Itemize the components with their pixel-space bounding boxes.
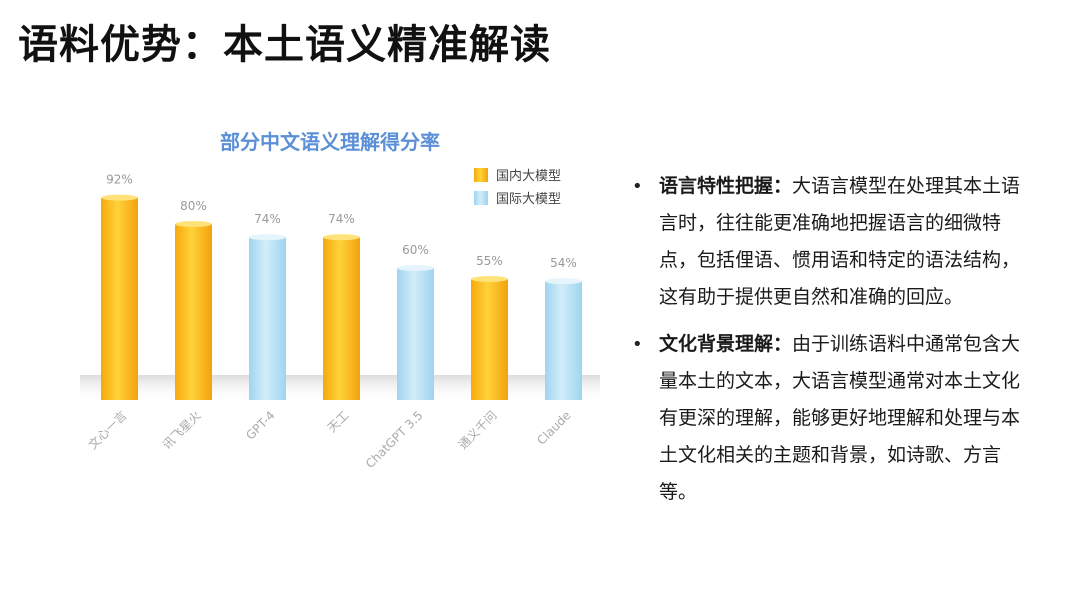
bar-cap-6	[545, 278, 582, 285]
bullet-text: 由于训练语料中通常包含大量本土的文本，大语言模型通常对本土文化有更深的理解，能够…	[659, 333, 1021, 503]
bar-cap-4	[397, 265, 434, 271]
legend-label-domestic: 国内大模型	[496, 168, 561, 184]
data-label-4: 60%	[402, 243, 429, 257]
bar-cap-1	[175, 221, 212, 227]
bar-cap-3	[323, 234, 360, 241]
x-tick-label-3: 天工	[325, 408, 352, 435]
bar-cap-5	[471, 276, 508, 282]
legend-label-international: 国际大模型	[496, 192, 561, 207]
bar-0	[101, 197, 138, 400]
bullet-text: 大语言模型在处理其本土语言时，往往能更准确地把握语言的细微特点，包括俚语、惯用语…	[659, 175, 1021, 308]
data-label-3: 74%	[328, 212, 355, 226]
chart-title: 部分中文语义理解得分率	[220, 130, 440, 154]
bar-2	[249, 237, 286, 400]
data-label-6: 54%	[550, 256, 577, 270]
x-tick-label-5: 通义千问	[456, 408, 500, 452]
bars-layer: 92% 文心一言 80% 讯飞星火 74% GPT-4 74% 天工 60% ChatGPT 3.…	[85, 173, 582, 471]
legend-swatch-international	[474, 191, 488, 205]
data-label-0: 92%	[106, 173, 133, 187]
x-tick-label-6: Claude	[534, 408, 573, 447]
x-tick-label-2: GPT-4	[243, 408, 277, 442]
x-tick-label-4: ChatGPT 3.5	[363, 408, 426, 471]
bar-4	[397, 268, 434, 400]
bar-5	[471, 279, 508, 400]
slide-title: 语料优势：本土语义精准解读	[18, 22, 551, 68]
bar-1	[175, 224, 212, 400]
legend-swatch-domestic	[474, 168, 488, 182]
bar-cap-0	[101, 194, 138, 201]
bullet-list: 语言特性把握：大语言模型在处理其本土语言时，往往能更准确地把握语言的细微特点，包…	[628, 168, 1038, 521]
bullet-item-language: 语言特性把握：大语言模型在处理其本土语言时，往往能更准确地把握语言的细微特点，包…	[628, 168, 1038, 316]
x-tick-label-1: 讯飞星火	[160, 408, 204, 452]
bullet-heading: 文化背景理解：	[659, 333, 793, 355]
bar-3	[323, 237, 360, 400]
data-label-5: 55%	[476, 254, 503, 268]
bar-chart: 92% 文心一言 80% 讯飞星火 74% GPT-4 74% 天工 60% ChatGPT 3.…	[80, 168, 600, 471]
data-label-1: 80%	[180, 199, 207, 213]
bullet-heading: 语言特性把握：	[659, 175, 793, 197]
bar-6	[545, 281, 582, 400]
data-label-2: 74%	[254, 212, 281, 226]
bar-cap-2	[249, 234, 286, 241]
x-tick-label-0: 文心一言	[85, 408, 130, 453]
bullet-item-culture: 文化背景理解：由于训练语料中通常包含大量本土的文本，大语言模型通常对本土文化有更…	[628, 326, 1038, 511]
